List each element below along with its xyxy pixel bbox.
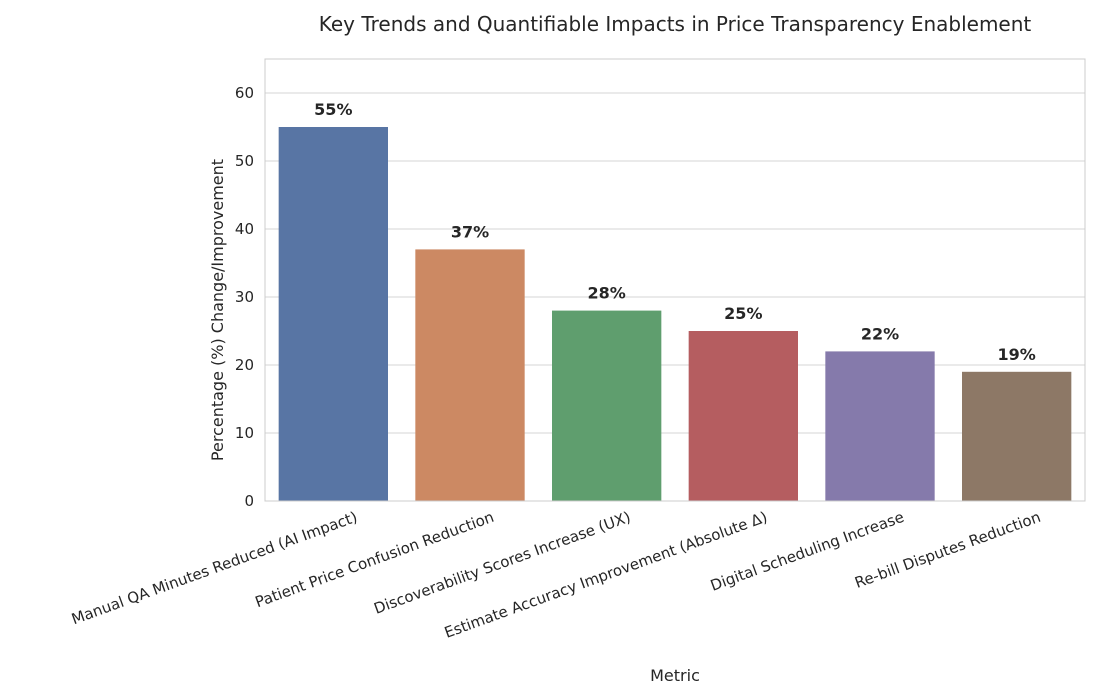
y-tick-label: 40 — [235, 220, 254, 238]
bar-value-label: 37% — [451, 222, 489, 241]
chart-title: Key Trends and Quantifiable Impacts in P… — [319, 12, 1032, 36]
x-tick-label: Discoverability Scores Increase (UX) — [371, 508, 633, 618]
bar — [415, 249, 525, 501]
y-tick-labels: 0 10 20 30 40 50 60 — [235, 84, 254, 510]
y-tick-label: 50 — [235, 152, 254, 170]
y-tick-label: 30 — [235, 288, 254, 306]
x-tick-label: Patient Price Confusion Reduction — [253, 508, 497, 611]
bar-value-label: 19% — [998, 345, 1036, 364]
data-labels: 55% 37% 28% 25% 22% 19% — [314, 100, 1036, 364]
plot-area-frame — [264, 58, 1086, 502]
bar — [278, 127, 388, 501]
y-tick-label: 10 — [235, 424, 254, 442]
bar-value-label: 55% — [314, 100, 352, 119]
bar-value-label: 22% — [861, 324, 899, 343]
bar — [552, 310, 662, 501]
y-tick-label: 0 — [244, 492, 254, 510]
grid-lines — [265, 92, 1085, 502]
bar — [688, 331, 798, 501]
x-axis-label: Metric — [650, 666, 700, 685]
x-tick-labels: Manual QA Minutes Reduced (AI Impact)Pat… — [69, 508, 1043, 642]
x-tick-label: Manual QA Minutes Reduced (AI Impact) — [69, 508, 360, 628]
bars — [278, 127, 1072, 501]
bar — [962, 371, 1072, 501]
y-axis-label: Percentage (%) Change/Improvement — [208, 159, 227, 461]
y-tick-label: 20 — [235, 356, 254, 374]
bar-value-label: 25% — [724, 304, 762, 323]
y-tick-label: 60 — [235, 84, 254, 102]
bar — [825, 351, 935, 501]
bar-value-label: 28% — [588, 284, 626, 303]
